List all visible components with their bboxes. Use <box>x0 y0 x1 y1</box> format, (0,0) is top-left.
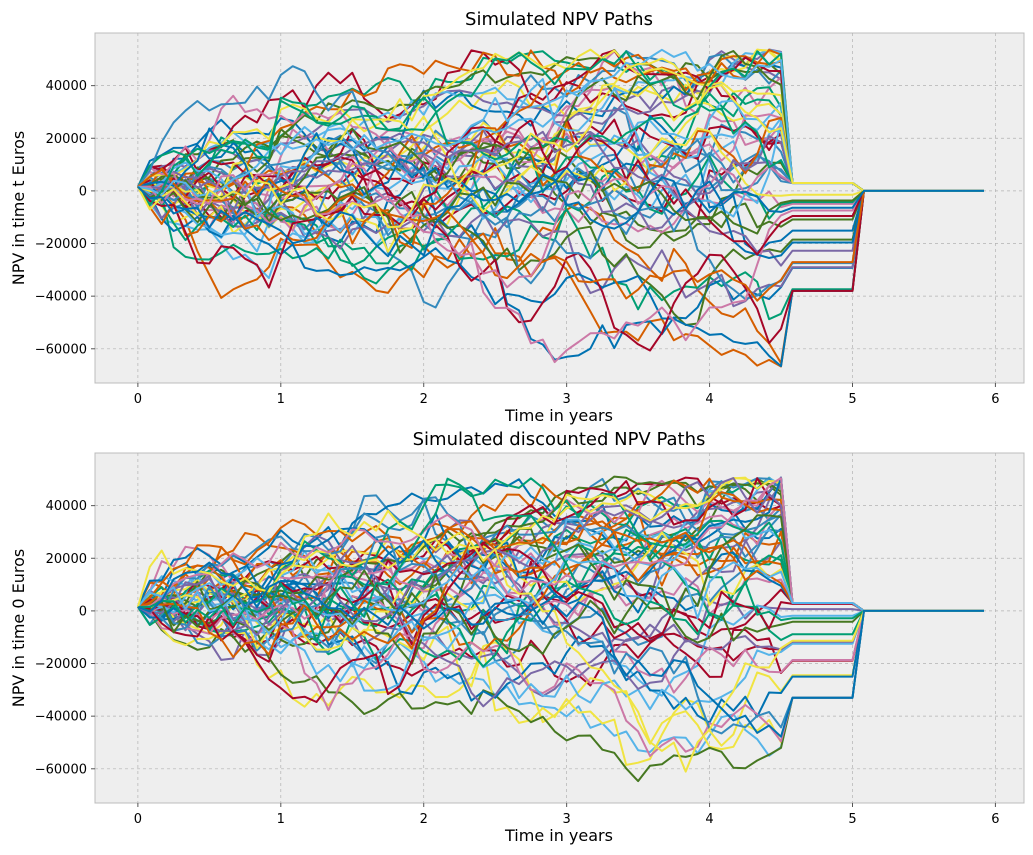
series-path-49 <box>137 476 984 612</box>
y-tick-label: −20000 <box>35 237 87 252</box>
series-path-52 <box>137 542 984 703</box>
series-path-51 <box>137 65 984 285</box>
series-path-56 <box>137 165 984 289</box>
y-ticks: −60000 −40000 −20000 0 20000 40000 <box>35 499 95 777</box>
series-path-10 <box>136 49 984 192</box>
series-path-48 <box>137 50 984 192</box>
series-path-57 <box>137 48 984 197</box>
x-axis-label: Time in years <box>504 826 613 845</box>
series-path-56 <box>137 477 984 612</box>
series-path-5 <box>137 185 984 365</box>
series-path-57 <box>137 557 984 635</box>
series-path-37 <box>137 99 984 237</box>
y-axis-label: NPV in time t Euros <box>9 131 28 286</box>
series-path-20 <box>137 476 984 621</box>
x-tick-label: 5 <box>848 812 856 827</box>
series-path-54 <box>137 514 984 655</box>
series-path-38 <box>137 148 984 285</box>
series-path-54 <box>137 171 984 235</box>
series-path-36 <box>137 94 984 192</box>
x-ticks: 0 1 2 3 4 5 6 <box>134 383 1000 407</box>
series-path-44 <box>137 50 984 222</box>
series-path-40 <box>136 512 984 620</box>
x-axis-label: Time in years <box>504 406 613 425</box>
y-ticks: −60000 −40000 −20000 0 20000 40000 <box>35 79 95 357</box>
chart-discounted-npv-paths: Simulated discounted NPV Paths 0 1 2 3 4 5 6 −… <box>9 429 1025 845</box>
series-path-51 <box>137 533 984 735</box>
y-tick-label: 20000 <box>46 552 87 567</box>
series-path-34 <box>137 178 984 326</box>
x-tick-label: 4 <box>705 392 713 407</box>
series-path-58 <box>137 50 984 206</box>
series-path-47 <box>137 78 984 218</box>
series-path-60 <box>137 173 984 258</box>
x-tick-label: 2 <box>420 392 428 407</box>
x-tick-label: 2 <box>420 812 428 827</box>
x-tick-label: 3 <box>563 812 571 827</box>
series-path-55 <box>137 531 984 658</box>
x-tick-label: 0 <box>134 812 142 827</box>
y-tick-label: −40000 <box>35 290 87 305</box>
y-tick-label: 20000 <box>46 132 87 147</box>
series-path-39 <box>137 48 984 192</box>
x-tick-label: 1 <box>277 812 285 827</box>
series-path-60 <box>137 561 984 738</box>
series-path-58 <box>137 477 984 636</box>
x-ticks: 0 1 2 3 4 5 6 <box>134 803 1000 827</box>
series-path-34 <box>137 475 984 612</box>
series-path-14 <box>137 482 984 653</box>
x-tick-label: 1 <box>277 392 285 407</box>
x-tick-label: 6 <box>991 392 999 407</box>
series-path-50 <box>137 127 984 259</box>
series-path-46 <box>137 567 984 694</box>
series-path-52 <box>137 119 984 289</box>
y-tick-label: 40000 <box>46 499 87 514</box>
chart-title: Simulated discounted NPV Paths <box>413 429 706 450</box>
simulated-paths <box>136 475 984 783</box>
x-tick-label: 4 <box>705 812 713 827</box>
y-tick-label: −60000 <box>35 342 87 357</box>
y-tick-label: −60000 <box>35 762 87 777</box>
simulated-paths <box>136 48 984 368</box>
series-path-59 <box>137 57 984 229</box>
y-tick-label: 0 <box>79 184 87 199</box>
x-tick-label: 0 <box>134 392 142 407</box>
x-tick-label: 3 <box>563 392 571 407</box>
series-path-59 <box>136 509 984 773</box>
x-tick-label: 6 <box>991 812 999 827</box>
series-path-21 <box>137 513 984 652</box>
chart-title: Simulated NPV Paths <box>465 9 653 30</box>
y-tick-label: −40000 <box>35 710 87 725</box>
y-tick-label: 0 <box>79 604 87 619</box>
y-axis-label: NPV in time 0 Euros <box>9 549 28 707</box>
series-path-49 <box>137 115 984 213</box>
y-tick-label: 40000 <box>46 79 87 94</box>
y-tick-label: −20000 <box>35 657 87 672</box>
series-path-40 <box>137 185 984 368</box>
series-path-55 <box>137 168 984 302</box>
series-path-45 <box>137 491 984 612</box>
x-tick-label: 5 <box>848 392 856 407</box>
chart-npv-paths: Simulated NPV Paths 0 1 2 3 4 5 6 −60000 −40000… <box>9 9 1025 425</box>
